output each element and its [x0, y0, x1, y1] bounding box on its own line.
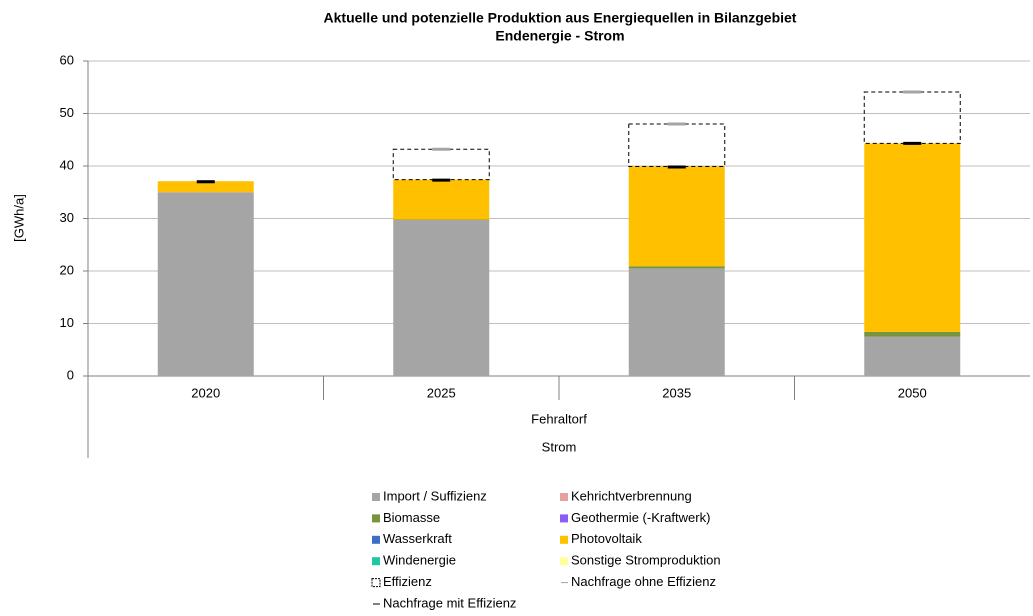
x-tick-label: 2050	[898, 385, 927, 400]
efficiency-box	[863, 91, 961, 144]
legend-label: Effizienz	[383, 574, 432, 589]
legend-swatch	[372, 493, 380, 501]
bar-segment	[864, 331, 961, 337]
bar-segment	[393, 219, 490, 221]
bar-segment	[628, 266, 725, 269]
y-tick-label: 30	[60, 210, 74, 225]
bar-segment	[628, 268, 725, 376]
legend-label: Windenergie	[383, 553, 456, 568]
bar-segment	[393, 220, 490, 376]
x-tick-label: 2020	[191, 385, 220, 400]
bar-segment	[864, 336, 961, 376]
y-tick-label: 0	[67, 367, 74, 382]
legend-label: Geothermie (-Kraftwerk)	[571, 510, 710, 525]
chart-subtitle: Endenergie - Strom	[495, 28, 624, 44]
x-tick-label: 2035	[662, 385, 691, 400]
y-tick-label: 40	[60, 157, 74, 172]
legend-swatch	[560, 557, 568, 566]
bar-segment	[157, 192, 254, 376]
legend-swatch	[372, 535, 380, 544]
efficiency-box	[628, 123, 726, 168]
legend-label: Wasserkraft	[383, 531, 452, 546]
legend-swatch	[560, 535, 568, 544]
legend-label: Nachfrage mit Effizienz	[383, 595, 516, 610]
bar-segment	[864, 143, 961, 332]
y-tick-label: 60	[60, 52, 74, 67]
y-tick-label: 20	[60, 262, 74, 277]
legend-label: Photovoltaik	[571, 531, 642, 546]
y-tick-label: 50	[60, 105, 74, 120]
legend-label: Import / Suffizienz	[383, 488, 487, 503]
legend-swatch	[560, 493, 568, 501]
x-tick-label: 2025	[427, 385, 456, 400]
bar-segment	[628, 166, 725, 267]
bar-segment	[393, 179, 490, 220]
chart-title: Aktuelle und potenzielle Produktion aus …	[324, 10, 797, 26]
legend-swatch	[372, 514, 380, 523]
group-label: Strom	[542, 439, 577, 454]
legend-label: Kehrichtverbrennung	[571, 488, 692, 503]
legend-swatch	[371, 578, 381, 588]
legend-label: Biomasse	[383, 510, 440, 525]
y-axis-label: [GWh/a]	[11, 194, 26, 242]
bar-segment	[157, 181, 254, 193]
legend-label: Sonstige Stromproduktion	[571, 553, 721, 568]
y-tick-label: 10	[60, 315, 74, 330]
group-label: Fehraltorf	[531, 411, 587, 426]
legend-swatch	[372, 557, 380, 566]
efficiency-box	[392, 148, 490, 181]
legend-label: Nachfrage ohne Effizienz	[571, 574, 716, 589]
legend-swatch	[560, 514, 568, 523]
